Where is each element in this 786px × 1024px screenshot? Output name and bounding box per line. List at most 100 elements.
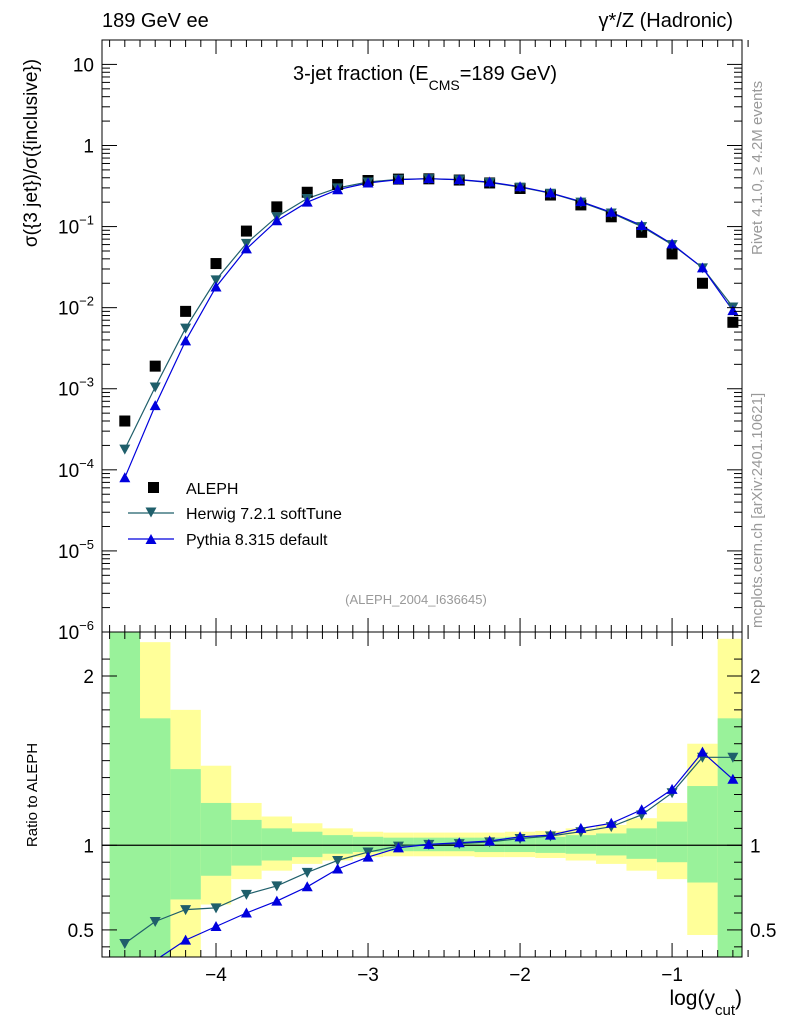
ratio-pythia-point: [544, 829, 556, 840]
main-y-tick-label: 10−6: [58, 618, 94, 644]
ratio-y-tick-label-right: 2: [750, 667, 761, 688]
main-pythia-point: [666, 238, 678, 249]
ratio-y-tick-label-right: 0.5: [750, 921, 776, 942]
ratio-herwig-point: [119, 938, 131, 949]
main-pythia-point: [605, 206, 617, 217]
ratio-band-green: [231, 819, 262, 866]
ratio-herwig-point: [727, 752, 739, 763]
ratio-band-green: [200, 802, 232, 876]
main-aleph-point: [240, 225, 252, 237]
legend-aleph-label: ALEPH: [186, 481, 238, 498]
legend-pythia-marker: [145, 534, 157, 544]
main-aleph-point: [727, 316, 739, 328]
main-pythia-point: [544, 187, 556, 198]
x-axis-label: log(ycut): [669, 987, 742, 1019]
ratio-pythia-point: [180, 934, 192, 945]
ratio-y-tick-label-left: 1: [83, 836, 94, 857]
ratio-pythia-point: [301, 881, 313, 892]
ratio-pythia-point: [240, 907, 252, 918]
x-tick-label: −1: [661, 965, 683, 986]
ratio-uncertainty-bands: [102, 632, 742, 957]
ratio-band-green: [717, 718, 742, 957]
ratio-pythia-point: [453, 837, 465, 848]
main-y-axis-label: σ({3 jet})/σ({inclusive}): [21, 59, 42, 247]
main-herwig-point: [210, 275, 222, 286]
mcplots-reference-label: mcplots.cern.ch [arXiv:2401.10621]: [749, 393, 766, 628]
main-pythia-point: [210, 281, 222, 292]
main-aleph-point: [210, 258, 222, 270]
ratio-pythia-point: [666, 783, 678, 794]
header-right-label: γ*/Z (Hadronic): [599, 10, 733, 32]
main-y-tick-label: 1: [83, 136, 94, 157]
main-pythia-point: [484, 176, 496, 187]
ratio-pythia-point: [119, 975, 130, 985]
legend-aleph-marker: [148, 482, 159, 493]
main-y-tick-label: 10−4: [58, 456, 94, 482]
main-y-tick-label: 10−3: [58, 375, 94, 401]
main-pythia-point: [301, 196, 313, 207]
ratio-y-tick-label-right: 1: [750, 836, 761, 857]
main-pythia-point: [514, 181, 526, 192]
main-pythia-point: [392, 174, 404, 185]
ratio-herwig-point: [149, 916, 161, 927]
ratio-pythia-point: [210, 921, 222, 932]
x-tick-label: −4: [205, 965, 227, 986]
ratio-y-tick-label-left: 2: [83, 667, 94, 688]
main-pythia-point: [240, 243, 252, 254]
ratio-herwig-point: [240, 889, 252, 900]
main-pythia-point: [180, 335, 192, 346]
ratio-band-green: [292, 831, 323, 858]
main-pythia-point: [362, 177, 374, 188]
legend-herwig-label: Herwig 7.2.1 softTune: [186, 506, 342, 523]
ratio-herwig-point: [180, 905, 192, 916]
main-y-tick-label: 10−5: [58, 537, 94, 563]
main-pythia-point: [271, 215, 283, 226]
main-y-tick-label: 10−2: [58, 294, 94, 320]
ratio-herwig-point: [210, 903, 222, 914]
main-pythia-point: [332, 184, 344, 195]
main-aleph-point: [271, 201, 283, 213]
ratio-band-green: [504, 836, 536, 853]
ratio-pythia-point: [362, 851, 374, 862]
main-pythia-point: [696, 262, 708, 273]
legend: ALEPH Herwig 7.2.1 softTune Pythia 8.315…: [128, 481, 342, 549]
ratio-pythia-point: [484, 835, 496, 846]
ratio-series: [119, 746, 739, 985]
ratio-band-green: [170, 769, 201, 900]
ratio-band-green: [261, 828, 293, 861]
ratio-pythia-point: [727, 773, 739, 784]
main-aleph-point: [119, 415, 131, 427]
main-title: 3-jet fraction (ECMS=189 GeV): [293, 63, 557, 93]
ratio-pythia-point: [392, 842, 404, 853]
main-pythia-point: [575, 196, 587, 207]
ratio-herwig-point: [332, 856, 344, 867]
main-aleph-point: [636, 226, 648, 238]
ratio-herwig-point: [301, 867, 313, 878]
main-y-tick-label: 10−1: [58, 213, 94, 239]
ratio-pythia-point: [423, 838, 435, 849]
main-pythia-point: [423, 173, 435, 184]
ratio-axes: 0.5 0.5 1 1 2 2 −4 −3 −2 −1: [68, 631, 776, 986]
ratio-pythia-point: [575, 822, 587, 833]
ratio-pythia-point: [514, 831, 526, 842]
main-pythia-point: [727, 305, 739, 316]
ratio-band-green: [656, 821, 688, 863]
ratio-pythia-point: [696, 746, 708, 757]
x-tick-label: −3: [357, 965, 379, 986]
rivet-version-label: Rivet 4.1.0, ≥ 4.2M events: [749, 81, 766, 255]
main-herwig-line: [124, 178, 734, 450]
ratio-y-tick-label-left: 0.5: [68, 921, 94, 942]
ratio-band-green: [352, 836, 384, 853]
main-plot-series: [119, 173, 739, 483]
ratio-pythia-point: [605, 817, 617, 828]
main-aleph-point: [180, 305, 192, 317]
main-herwig-point: [149, 382, 161, 393]
main-aleph-point: [666, 248, 678, 260]
main-herwig-point: [119, 444, 131, 455]
ratio-pythia-point: [271, 895, 283, 906]
legend-herwig-marker: [145, 507, 157, 518]
main-pythia-point: [119, 472, 131, 483]
main-pythia-point: [636, 220, 648, 231]
legend-pythia-label: Pythia 8.315 default: [186, 532, 328, 549]
main-plot-axes: 10−6 10−5 10−4 10−3 10−2 10−1 1 10: [58, 39, 749, 644]
